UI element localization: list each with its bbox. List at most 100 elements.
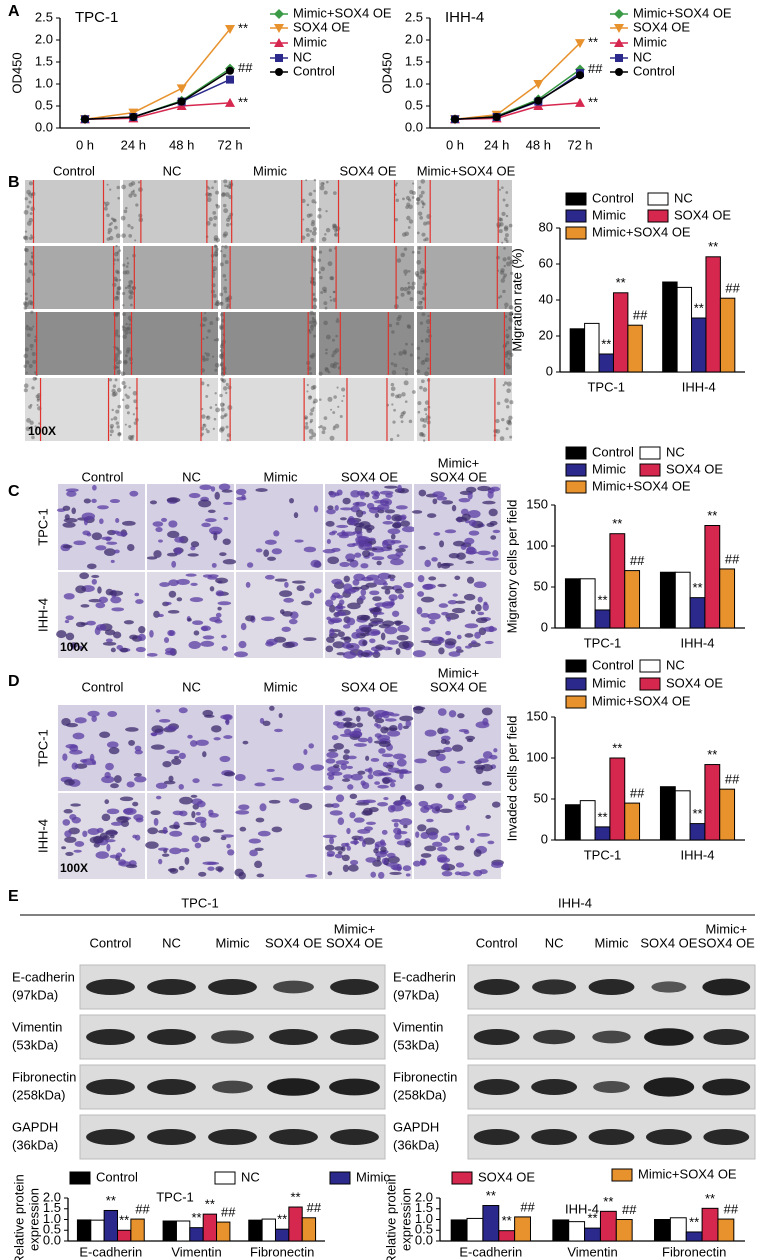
stained-cell — [207, 866, 215, 871]
cell-texture — [215, 317, 220, 322]
stained-cell — [355, 802, 370, 806]
stained-cell — [350, 840, 360, 845]
stained-cell — [155, 782, 168, 789]
band — [532, 979, 577, 995]
point — [177, 97, 186, 106]
legend-swatch — [647, 192, 669, 206]
cell-texture — [311, 328, 314, 332]
stained-cell — [488, 625, 495, 633]
band — [269, 1129, 318, 1145]
stained-cell — [199, 484, 212, 491]
stained-cell — [178, 752, 186, 760]
protein-label: (36kDa) — [393, 1137, 439, 1152]
bar — [594, 609, 611, 629]
y-tick-label: 1.0 — [43, 1211, 61, 1226]
cell-texture — [405, 195, 411, 201]
stained-cell — [190, 541, 200, 548]
stained-cell — [340, 763, 348, 770]
cell-texture — [334, 423, 340, 429]
stained-cell — [387, 767, 400, 773]
cell-texture — [407, 226, 411, 229]
stained-cell — [384, 626, 398, 635]
stained-cell — [339, 517, 347, 521]
stained-cell — [271, 777, 285, 782]
significance: ## — [725, 281, 740, 296]
point — [575, 97, 585, 107]
stained-cell — [178, 865, 185, 871]
cell-texture — [214, 253, 218, 257]
stained-cell — [326, 853, 335, 857]
cell-texture — [117, 349, 122, 355]
stained-cell — [343, 749, 350, 754]
stained-cell — [62, 522, 76, 528]
stained-cell — [331, 547, 341, 552]
stained-cell — [382, 521, 394, 525]
cell-texture — [116, 291, 121, 296]
stained-cell — [322, 834, 337, 839]
stained-cell — [487, 490, 494, 499]
significance: ** — [205, 1197, 215, 1212]
stained-cell — [135, 599, 144, 604]
legend-label: SOX4 OE — [666, 461, 723, 476]
stained-cell — [64, 514, 70, 521]
stained-cell — [106, 808, 120, 815]
stained-cell — [376, 724, 382, 729]
significance: ## — [135, 1202, 150, 1217]
cell-texture — [26, 205, 30, 209]
stained-cell — [165, 725, 178, 731]
cell-texture — [421, 232, 426, 237]
significance: ** — [277, 1212, 287, 1227]
stained-cell — [137, 633, 146, 642]
stained-cell — [334, 605, 346, 609]
stained-cell — [129, 490, 139, 497]
significance: ## — [588, 61, 603, 76]
cell-texture — [25, 325, 31, 331]
legend-label: Mimic — [356, 1169, 390, 1184]
stained-cell — [412, 706, 426, 711]
x-tick-label: IHH-4 — [681, 635, 715, 650]
cell-texture — [398, 351, 403, 356]
stained-cell — [176, 578, 190, 585]
cell-texture — [313, 178, 317, 182]
cell-texture — [24, 230, 28, 233]
bar — [685, 1231, 703, 1242]
stained-cell — [362, 550, 371, 558]
cell-texture — [116, 258, 120, 262]
y-tick-label: 50 — [534, 790, 548, 805]
line — [454, 74, 581, 120]
legend-marker — [274, 9, 284, 19]
stained-cell — [292, 580, 306, 584]
cell-texture — [422, 424, 427, 428]
cell-texture — [124, 393, 128, 397]
significance: ## — [622, 1202, 637, 1217]
stained-cell — [274, 728, 283, 733]
significance: ## — [724, 1202, 739, 1217]
cell-texture — [125, 322, 128, 326]
stained-cell — [381, 857, 388, 865]
cell-texture — [408, 419, 413, 424]
stained-cell — [391, 522, 402, 529]
bar — [674, 790, 691, 841]
band — [645, 1129, 692, 1145]
stained-cell — [88, 598, 102, 603]
stained-cell — [157, 847, 169, 851]
stained-cell — [133, 814, 144, 821]
stained-cell — [432, 491, 445, 498]
cell-texture — [506, 381, 512, 387]
band — [86, 1129, 135, 1145]
stained-cell — [454, 845, 465, 851]
cell-texture — [501, 211, 506, 217]
significance: ** — [238, 20, 248, 35]
cell-texture — [420, 379, 425, 384]
panel-label: B — [8, 174, 20, 191]
cell-texture — [109, 188, 112, 191]
stained-cell — [342, 497, 351, 505]
stained-cell — [364, 524, 375, 531]
column-label: Mimic — [595, 935, 629, 950]
cell-texture — [391, 330, 395, 334]
stained-cell — [179, 810, 188, 817]
cell-texture — [128, 284, 131, 288]
stained-cell — [353, 573, 366, 581]
band — [473, 1129, 520, 1145]
band — [588, 1129, 635, 1145]
